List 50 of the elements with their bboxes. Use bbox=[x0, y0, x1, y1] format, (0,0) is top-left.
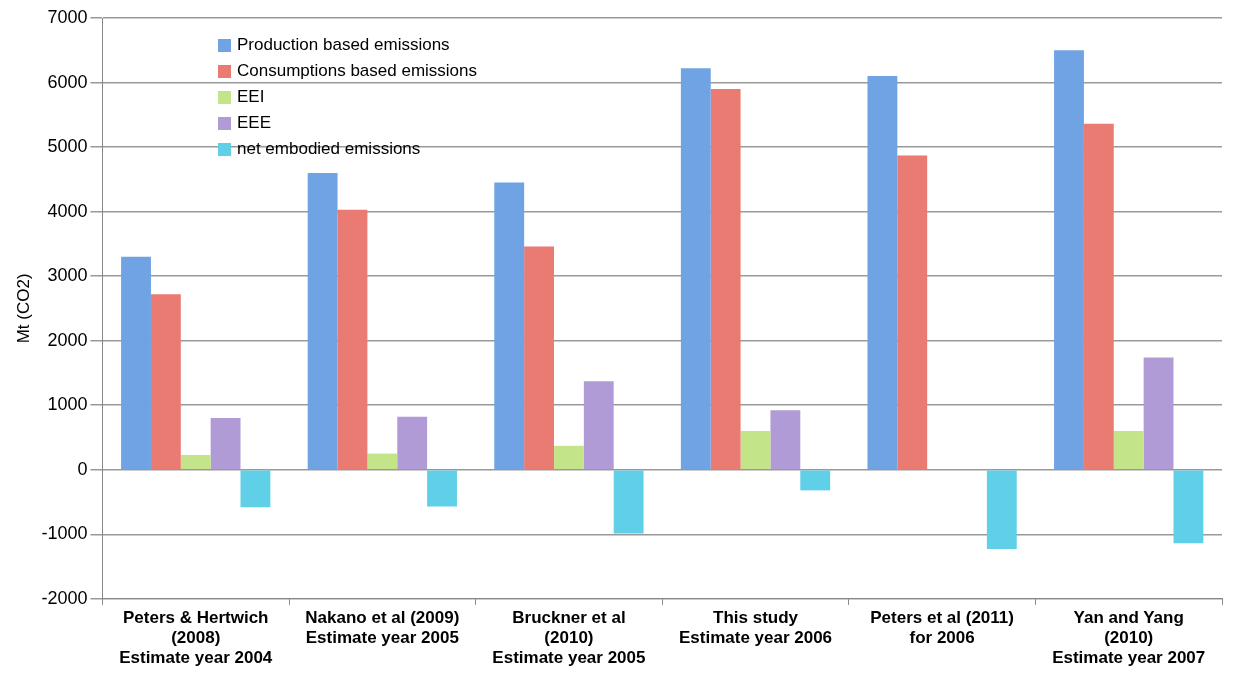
bar bbox=[553, 445, 584, 469]
bar bbox=[800, 470, 831, 491]
bar bbox=[1054, 50, 1084, 469]
bar bbox=[524, 246, 554, 469]
bar bbox=[1113, 431, 1144, 469]
bar bbox=[180, 454, 211, 469]
x-tick-label: Nakano et al (2009) Estimate year 2005 bbox=[305, 607, 460, 648]
y-tick-label: 1000 bbox=[47, 394, 88, 415]
bar bbox=[1143, 357, 1174, 469]
y-tick-label: 5000 bbox=[47, 136, 88, 157]
bar bbox=[240, 470, 271, 508]
y-tick-label: 0 bbox=[77, 458, 88, 479]
bar bbox=[986, 470, 1017, 550]
y-axis-title: Mt (CO2) bbox=[13, 273, 33, 344]
bar bbox=[867, 76, 898, 469]
y-tick-label: 2000 bbox=[47, 329, 88, 350]
bar bbox=[307, 172, 338, 469]
bar bbox=[121, 256, 151, 469]
legend-label: Production based emissions bbox=[237, 35, 450, 55]
y-tick-label: 3000 bbox=[47, 265, 88, 286]
bar bbox=[1173, 470, 1204, 544]
bar bbox=[897, 155, 928, 469]
x-tick-label: Peters et al (2011) for 2006 bbox=[870, 607, 1014, 648]
bar bbox=[680, 68, 711, 469]
x-tick-label: Bruckner et al (2010) Estimate year 2005 bbox=[492, 607, 646, 668]
legend-label: EEI bbox=[237, 87, 265, 107]
y-tick-label: -1000 bbox=[41, 523, 88, 544]
y-tick-label: 6000 bbox=[47, 71, 88, 92]
bar bbox=[770, 410, 801, 469]
y-tick-label: 4000 bbox=[47, 200, 88, 221]
bar bbox=[337, 209, 368, 469]
y-tick-label: -2000 bbox=[41, 587, 88, 608]
y-tick-label: 7000 bbox=[47, 6, 88, 27]
bar bbox=[583, 381, 614, 469]
bar bbox=[427, 470, 457, 507]
bar bbox=[150, 294, 181, 469]
bar bbox=[397, 416, 428, 469]
legend-label: EEE bbox=[237, 113, 272, 133]
bar bbox=[367, 453, 398, 469]
bar bbox=[740, 431, 771, 469]
x-tick-label: This study Estimate year 2006 bbox=[678, 607, 833, 648]
x-tick-label: Yan and Yang (2010) Estimate year 2007 bbox=[1052, 607, 1206, 668]
bar bbox=[613, 470, 644, 534]
bar bbox=[1083, 123, 1114, 469]
x-tick-label: Peters & Hertwich (2008) Estimate year 2004 bbox=[119, 607, 273, 668]
legend-label: Consumptions based emissions bbox=[237, 61, 478, 81]
legend-label: net embodied emissions bbox=[237, 139, 421, 159]
bar bbox=[210, 418, 241, 469]
bar bbox=[494, 182, 525, 469]
bar bbox=[710, 88, 741, 469]
